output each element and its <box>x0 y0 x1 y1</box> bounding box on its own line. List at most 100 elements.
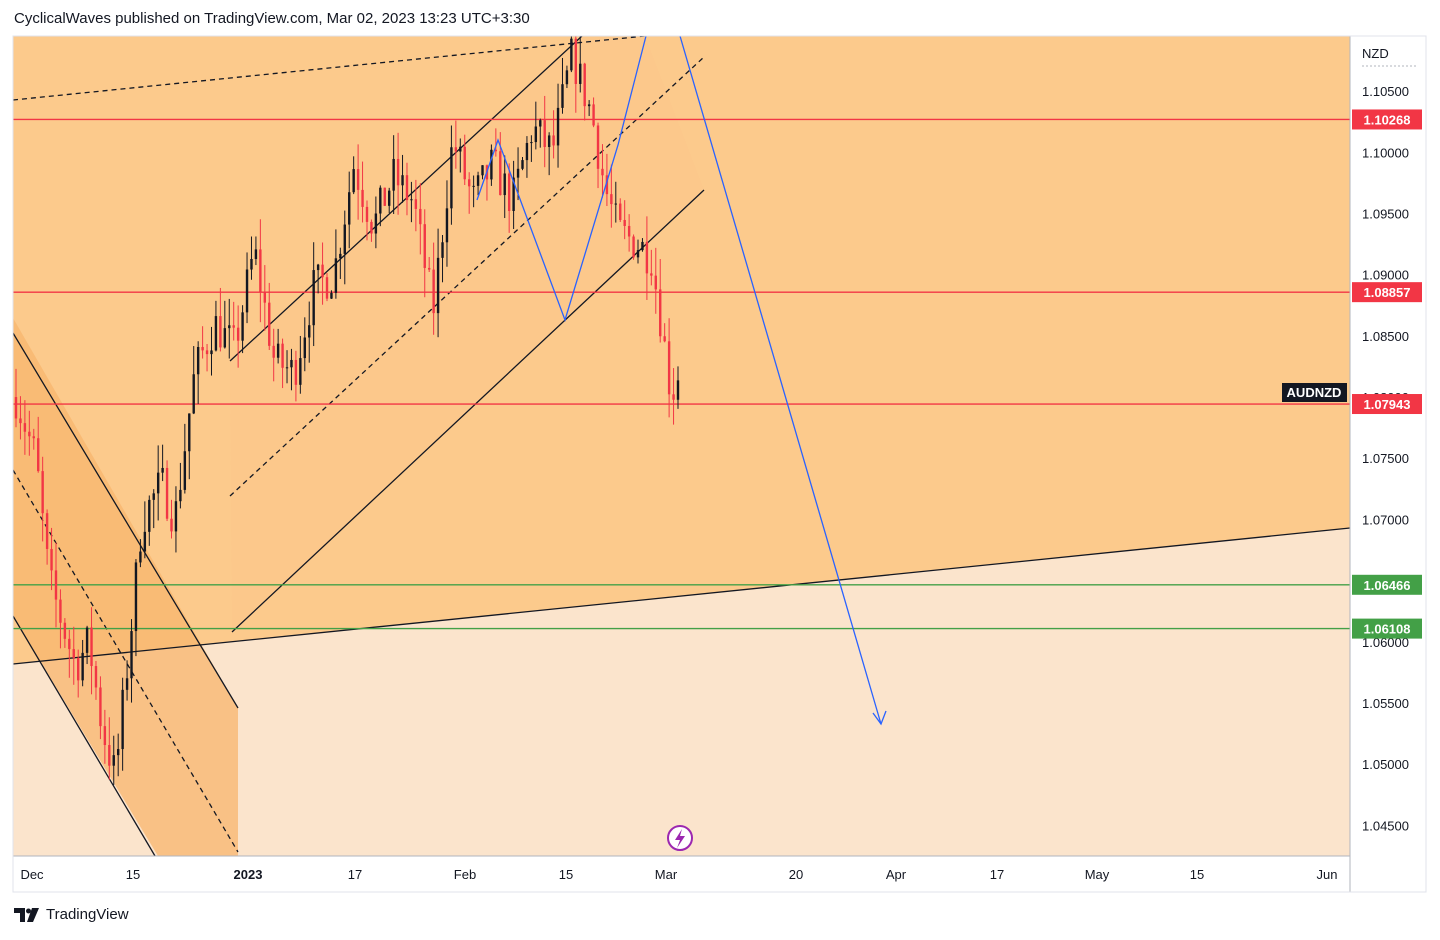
candle-body <box>396 158 400 186</box>
candle-body <box>156 472 160 494</box>
candle-body <box>481 165 484 176</box>
candle-body <box>432 269 435 314</box>
candle-body <box>125 678 129 690</box>
candle-body <box>285 367 289 369</box>
candle-body <box>179 489 182 502</box>
ascending-channel-fill <box>230 36 704 632</box>
price-level-tag: 1.06466 <box>1364 578 1411 593</box>
time-axis[interactable]: Dec 15 2023 17 Feb 15 Mar 20 Apr 17 May 15 Jun <box>20 867 1337 882</box>
projection-arrow-line[interactable] <box>679 36 882 725</box>
time-tick: Mar <box>655 867 678 882</box>
candle-body <box>423 224 426 268</box>
candle-body <box>574 38 578 84</box>
candle-body <box>192 374 195 414</box>
candle-body <box>667 341 671 395</box>
candle-body <box>205 350 209 355</box>
candle-body <box>539 120 542 127</box>
candle-body <box>23 423 27 432</box>
candle-body <box>50 548 53 571</box>
price-tick: 1.07000 <box>1362 512 1409 527</box>
candle-body <box>627 225 631 237</box>
time-tick: 15 <box>1190 867 1204 882</box>
candle-body <box>587 104 591 107</box>
candle-body <box>370 221 373 234</box>
candle-body <box>321 264 324 278</box>
price-tick: 1.10000 <box>1362 145 1409 160</box>
candle-body <box>236 327 240 341</box>
candle-body <box>348 192 351 225</box>
candle-body <box>534 126 538 143</box>
candle-body <box>14 397 18 419</box>
candle-body <box>108 745 111 766</box>
time-tick: 2023 <box>234 867 263 882</box>
price-tick: 1.08500 <box>1362 329 1409 344</box>
price-level-tag: 1.10268 <box>1364 112 1411 127</box>
candle-body <box>210 350 213 355</box>
candle-body <box>556 107 560 146</box>
desc-channel-mid[interactable] <box>13 469 239 853</box>
candle-body <box>143 531 147 552</box>
desc-channel-lower[interactable] <box>13 615 156 856</box>
time-tick: 17 <box>348 867 362 882</box>
frame <box>12 35 1427 893</box>
price-axis[interactable]: 1.045001.050001.055001.060001.065001.070… <box>1362 84 1409 833</box>
candle-body <box>650 273 653 276</box>
candle-body <box>174 501 178 532</box>
price-level-tag: 1.07943 <box>1364 397 1411 412</box>
candle-body <box>276 343 280 358</box>
candle-body <box>494 149 498 152</box>
candle-body <box>641 241 644 251</box>
candle-body <box>610 194 613 205</box>
price-level-tag: 1.06108 <box>1364 622 1411 637</box>
time-tick: 15 <box>126 867 140 882</box>
candle-body <box>614 203 617 205</box>
candle-body <box>365 206 369 222</box>
price-tick: 1.10500 <box>1362 84 1409 99</box>
price-tick: 1.05500 <box>1362 696 1409 711</box>
price-tick: 1.04500 <box>1362 818 1409 833</box>
candle-body <box>183 451 187 490</box>
level-tags: 1.10268 1.08857 1.07943 1.06466 1.06108 <box>1352 109 1422 639</box>
candle-body <box>414 199 418 209</box>
candle-body <box>152 493 155 500</box>
candle-body <box>472 185 475 187</box>
candle-body <box>334 258 338 293</box>
long-support-line[interactable] <box>13 527 1350 665</box>
candle-body <box>94 666 98 688</box>
candle-body <box>316 264 320 271</box>
candle-body <box>214 316 218 351</box>
candle-body <box>81 652 84 681</box>
time-tick: 20 <box>789 867 803 882</box>
time-tick: Feb <box>454 867 476 882</box>
candle-body <box>139 551 142 563</box>
candle-body <box>663 336 666 342</box>
candle-body <box>361 189 364 207</box>
candle-body <box>405 175 409 201</box>
candle-body <box>525 142 529 161</box>
candle-body <box>254 249 258 259</box>
lightning-icon[interactable] <box>667 825 693 851</box>
price-tick: 1.09500 <box>1362 206 1409 221</box>
candle-body <box>268 302 271 346</box>
price-level-tag-bg <box>1352 109 1422 130</box>
candle-body <box>90 627 93 667</box>
candle-body <box>512 177 515 211</box>
candle-body <box>308 325 311 338</box>
footer-brand[interactable]: TradingView <box>14 906 129 923</box>
candle-body <box>490 149 493 180</box>
candle-body <box>467 179 471 187</box>
wave-pattern[interactable] <box>476 36 647 323</box>
long-dashed-line[interactable] <box>13 36 646 101</box>
candle-body <box>134 562 138 632</box>
projection <box>476 36 887 726</box>
candle-body <box>45 513 49 549</box>
price-tick: 1.09000 <box>1362 268 1409 283</box>
candle-body <box>561 84 564 108</box>
candle-body <box>312 270 315 326</box>
candle-body <box>99 687 102 727</box>
price-tick: 1.07500 <box>1362 451 1409 466</box>
asc-channel-lower[interactable] <box>231 189 705 633</box>
price-level-tag: 1.08857 <box>1364 285 1411 300</box>
candle-body <box>116 749 120 756</box>
